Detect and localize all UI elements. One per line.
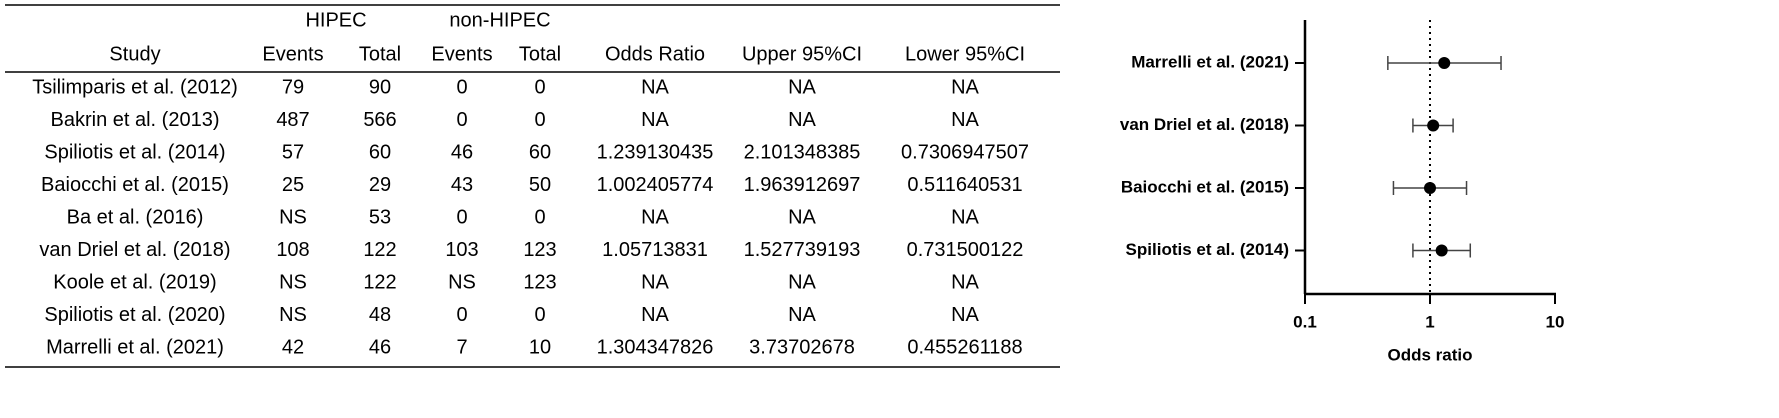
table-cell: 1.05713831 [602,239,708,261]
table-cell: 46 [451,141,473,163]
y-tick-label: van Driel et al. (2018) [1120,115,1289,134]
point [1427,119,1440,132]
table-cell: 57 [282,141,304,163]
table-cell: NA [788,109,816,131]
table-cell: NA [641,271,669,293]
table-cell: Bakrin et al. (2013) [51,109,220,131]
table-cell: 79 [282,76,304,98]
table-cell: 0 [534,206,545,228]
column-header: Upper 95%CI [742,43,862,65]
y-tick-label: Spiliotis et al. (2014) [1126,240,1289,259]
table-cell: 0 [456,304,467,326]
table-cell: NS [279,206,307,228]
table-cell: 123 [523,271,556,293]
table-cell: 7 [456,336,467,358]
table-cell: 46 [369,336,391,358]
table-cell: NA [641,304,669,326]
table-cell: NA [788,271,816,293]
table-cell: 0.455261188 [907,336,1022,358]
table-cell: 25 [282,174,304,196]
table-cell: Spiliotis et al. (2014) [44,141,225,163]
table-cell: 0 [456,109,467,131]
column-header: Events [431,43,492,65]
table-cell: 103 [445,239,478,261]
point [1438,57,1451,69]
x-tick-label: 1 [1425,312,1434,331]
table-cell: 0 [534,76,545,98]
column-header: Total [359,43,401,65]
table-cell: 122 [363,239,396,261]
table-cell: NA [641,206,669,228]
column-header: Odds Ratio [605,43,705,65]
table-cell: NA [788,76,816,98]
table-cell: Spiliotis et al. (2020) [44,304,225,326]
table-cell: 1.002405774 [597,174,714,196]
table-cell: van Driel et al. (2018) [39,239,230,261]
table-cell: NA [788,206,816,228]
x-axis-title: Odds ratio [1387,345,1472,364]
table-cell: NA [951,304,979,326]
table-cell: NS [279,271,307,293]
table-cell: 0 [456,206,467,228]
group-header: HIPEC [305,9,366,31]
table-cell: 1.304347826 [597,336,714,358]
column-header: Events [262,43,323,65]
table-cell: 2.101348385 [744,141,861,163]
table-cell: 90 [369,76,391,98]
table-cell: 1.963912697 [744,174,861,196]
table-cell: 566 [363,109,396,131]
table-cell: NA [641,76,669,98]
table-cell: 53 [369,206,391,228]
table-cell: NA [951,206,979,228]
table-cell: 29 [369,174,391,196]
table-cell: 0 [456,76,467,98]
column-header: Study [109,43,160,65]
table-cell: 0 [534,109,545,131]
table-cell: 48 [369,304,391,326]
table-cell: Koole et al. (2019) [53,271,216,293]
table-cell: NA [641,109,669,131]
y-tick-label: Baiocchi et al. (2015) [1121,177,1289,196]
table-cell: 0 [534,304,545,326]
table-cell: 60 [369,141,391,163]
point [1424,182,1436,194]
group-header: non-HIPEC [449,9,550,31]
table-cell: NS [448,271,476,293]
table-cell: 1.527739193 [744,239,861,261]
table-cell: 3.73702678 [749,336,855,358]
table-cell: NS [279,304,307,326]
table-cell: NA [951,76,979,98]
table-cell: 123 [523,239,556,261]
table-cell: NA [951,271,979,293]
table-cell: 108 [276,239,309,261]
table-cell: 0.511640531 [907,174,1022,196]
table-cell: Baiocchi et al. (2015) [41,174,229,196]
table-cell: 122 [363,271,396,293]
table-cell: 1.239130435 [597,141,714,163]
x-tick-label: 10 [1546,312,1565,331]
table-cell: 487 [276,109,309,131]
table-cell: 43 [451,174,473,196]
x-tick-label: 0.1 [1293,312,1317,331]
column-header: Total [519,43,561,65]
table-cell: NA [788,304,816,326]
column-header: Lower 95%CI [905,43,1025,65]
table-cell: Tsilimparis et al. (2012) [32,76,238,98]
table-cell: 50 [529,174,551,196]
table-cell: 60 [529,141,551,163]
table-cell: Ba et al. (2016) [67,206,204,228]
table-cell: Marrelli et al. (2021) [46,336,224,358]
table-cell: 10 [529,336,551,358]
table-cell: 0.7306947507 [901,141,1029,163]
point [1435,244,1448,257]
y-tick-label: Marrelli et al. (2021) [1131,52,1289,71]
table-cell: NA [951,109,979,131]
table-cell: 0.731500122 [907,239,1024,261]
table-cell: 42 [282,336,304,358]
